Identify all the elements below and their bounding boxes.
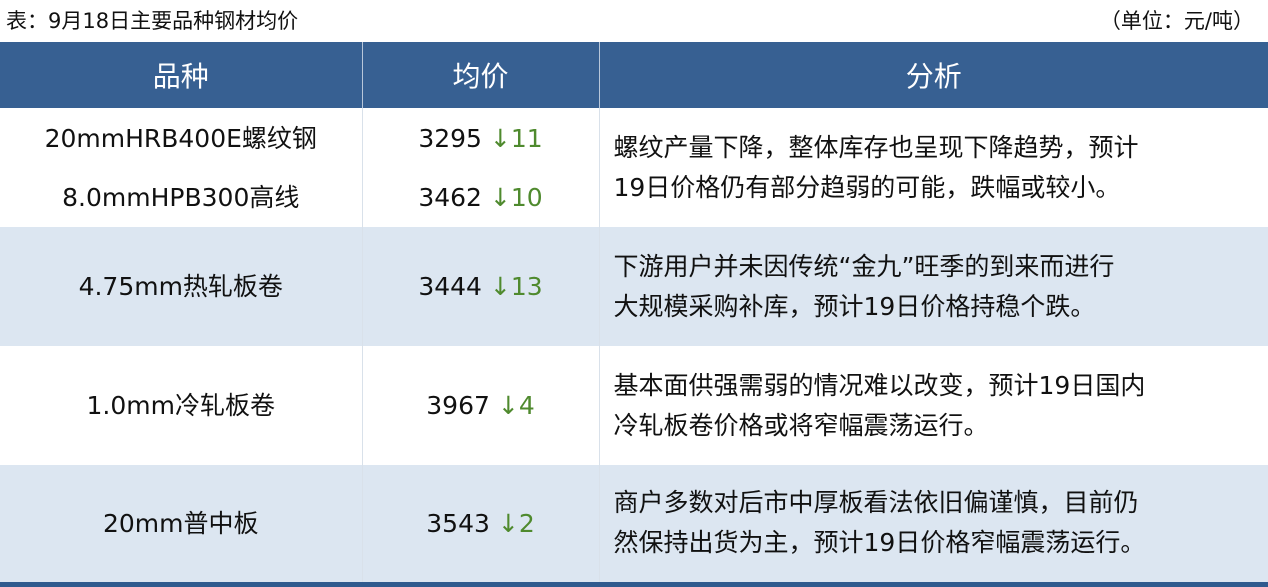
analysis-line: 19日价格仍有部分趋弱的可能，跌幅或较小。 <box>613 172 1121 202</box>
price: 3543 <box>426 508 490 538</box>
down-arrow-icon: ↓ <box>497 391 519 420</box>
analysis-line: 大规模采购补库，预计19日价格持稳个跌。 <box>613 291 1096 321</box>
analysis-line: 下游用户并未因传统“金九”旺季的到来而进行 <box>613 251 1115 281</box>
variety-name: 4.75mm热轧板卷 <box>78 272 283 301</box>
column-header-avg-price: 均价 <box>362 42 600 108</box>
price-change: 4 <box>518 391 535 420</box>
down-arrow-icon: ↓ <box>489 123 511 153</box>
price-value: 3967 ↓4 <box>363 376 599 435</box>
price-change: 10 <box>510 182 543 212</box>
table-row: 20mm普中板 3543 ↓2 商户多数对后市中厚板看法依旧偏谨慎，目前仍 然保持出货… <box>0 465 1268 584</box>
analysis-cell: 下游用户并未因传统“金九”旺季的到来而进行 大规模采购补库，预计19日价格持稳个跌… <box>599 227 1268 346</box>
analysis-line: 螺纹产量下降，整体库存也呈现下降趋势，预计 <box>613 132 1139 162</box>
variety-cell: 20mm普中板 <box>0 465 363 584</box>
price-change: 2 <box>518 508 535 538</box>
column-header-analysis: 分析 <box>599 42 1268 108</box>
variety-name: 20mm普中板 <box>102 508 259 538</box>
steel-price-table: 品种 均价 分析 20mmHRB400E螺纹钢 8.0mmHPB300高线 3295… <box>0 42 1268 587</box>
analysis-line: 然保持出货为主，预计19日价格窄幅震荡运行。 <box>613 528 1146 558</box>
analysis-line: 冷轧板卷价格或将窄幅震荡运行。 <box>613 410 989 440</box>
variety-cell: 20mmHRB400E螺纹钢 8.0mmHPB300高线 <box>0 108 363 227</box>
variety-cell: 1.0mm冷轧板卷 <box>0 346 363 465</box>
variety-name: 20mmHRB400E螺纹钢 <box>44 123 317 153</box>
analysis-cell: 螺纹产量下降，整体库存也呈现下降趋势，预计 19日价格仍有部分趋弱的可能，跌幅或较… <box>599 108 1268 227</box>
price: 3295 <box>418 123 482 153</box>
variety-name: 1.0mm冷轧板卷 <box>86 391 275 420</box>
variety-cell: 4.75mm热轧板卷 <box>0 227 363 346</box>
price-value: 3444 ↓13 <box>363 257 599 316</box>
price-value: 3543 ↓2 <box>363 494 599 553</box>
down-arrow-icon: ↓ <box>489 182 511 212</box>
down-arrow-icon: ↓ <box>497 508 519 538</box>
price-cell: 3295 ↓11 3462 ↓10 <box>362 108 600 227</box>
table-row: 1.0mm冷轧板卷 3967 ↓4 基本面供强需弱的情况难以改变，预计19日国内 冷轧… <box>0 346 1268 465</box>
price-cell: 3444 ↓13 <box>362 227 600 346</box>
column-header-variety: 品种 <box>0 42 363 108</box>
analysis-line: 基本面供强需弱的情况难以改变，预计19日国内 <box>613 370 1146 400</box>
down-arrow-icon: ↓ <box>489 272 511 301</box>
analysis-cell: 商户多数对后市中厚板看法依旧偏谨慎，目前仍 然保持出货为主，预计19日价格窄幅震荡… <box>599 465 1268 584</box>
price: 3967 <box>426 391 490 420</box>
price-value: 3462 ↓10 <box>363 168 599 227</box>
header-row: 品种 均价 分析 <box>0 42 1268 108</box>
table-caption: 表：9月18日主要品种钢材均价 <box>6 9 299 33</box>
price: 3462 <box>418 182 482 212</box>
unit-label: （单位：元/吨） <box>1099 9 1254 33</box>
price-value: 3295 ↓11 <box>363 109 599 168</box>
table-row: 20mmHRB400E螺纹钢 8.0mmHPB300高线 3295 ↓11 3462 … <box>0 108 1268 227</box>
table-row: 4.75mm热轧板卷 3444 ↓13 下游用户并未因传统“金九”旺季的到来而进行大… <box>0 227 1268 346</box>
analysis-cell: 基本面供强需弱的情况难以改变，预计19日国内 冷轧板卷价格或将窄幅震荡运行。 <box>599 346 1268 465</box>
price-change: 11 <box>510 123 543 153</box>
price-cell: 3543 ↓2 <box>362 465 600 584</box>
price-change: 13 <box>510 272 543 301</box>
variety-name: 8.0mmHPB300高线 <box>62 182 300 212</box>
price-cell: 3967 ↓4 <box>362 346 600 465</box>
price: 3444 <box>418 272 482 301</box>
analysis-line: 商户多数对后市中厚板看法依旧偏谨慎，目前仍 <box>613 488 1139 518</box>
